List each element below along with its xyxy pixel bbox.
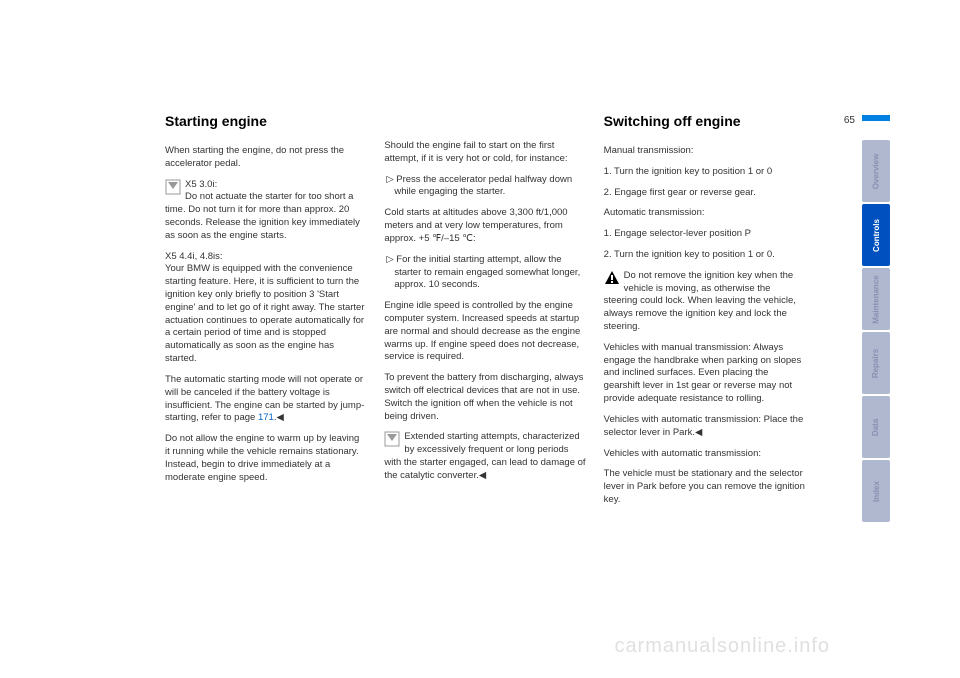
text: X5 3.0i: <box>185 179 217 190</box>
text: Do not remove the ignition key when the … <box>604 270 796 332</box>
text: Do not actuate the starter for too short… <box>165 191 360 240</box>
tab-label: Controls <box>872 219 881 252</box>
text: When starting the engine, do not press t… <box>165 145 366 171</box>
tab-maintenance[interactable]: Maintenance <box>862 268 890 330</box>
text: Vehicles with manual transmission: Alway… <box>604 342 805 406</box>
bullet: ▷ Press the accelerator pedal halfway do… <box>384 174 585 200</box>
note-block: Extended starting attempts, characterize… <box>384 431 585 482</box>
tab-label: Maintenance <box>872 275 881 323</box>
text: X5 4.4i, 4.8is: <box>165 251 223 262</box>
tab-label: Index <box>872 481 881 502</box>
tab-label: Repairs <box>872 348 881 377</box>
column-3: Switching off engine Manual transmission… <box>604 112 805 515</box>
text: Vehicles with automatic transmission: <box>604 448 805 461</box>
column-2: Should the engine fail to start on the f… <box>384 112 585 515</box>
watermark: carmanualsonline.info <box>614 635 830 658</box>
tab-index[interactable]: Index <box>862 460 890 522</box>
tab-controls[interactable]: Controls <box>862 204 890 266</box>
info-icon <box>384 431 400 447</box>
page-number: 65 <box>844 115 855 126</box>
column-1: Starting engine When starting the engine… <box>165 112 366 515</box>
tab-data[interactable]: Data <box>862 396 890 458</box>
note-block: X5 3.0i: Do not actuate the starter for … <box>165 179 366 243</box>
text: Should the engine fail to start on the f… <box>384 140 585 166</box>
header-bar <box>862 115 890 121</box>
list-item: 1. Engage selector-lever position P <box>604 228 805 241</box>
tab-repairs[interactable]: Repairs <box>862 332 890 394</box>
text: Vehicles with automatic transmission: Pl… <box>604 414 805 440</box>
list-item: 2. Turn the ignition key to position 1 o… <box>604 249 805 262</box>
text: X5 4.4i, 4.8is: Your BMW is equipped wit… <box>165 251 366 366</box>
text: Engine idle speed is controlled by the e… <box>384 300 585 364</box>
warning-block: Do not remove the ignition key when the … <box>604 270 805 334</box>
page-link[interactable]: 171 <box>258 412 274 423</box>
tab-overview[interactable]: Overview <box>862 140 890 202</box>
text: Cold starts at altitudes above 3,300 ft/… <box>384 207 585 245</box>
text: Automatic transmission: <box>604 207 805 220</box>
text: Do not allow the engine to warm up by le… <box>165 433 366 484</box>
text: .◀ <box>274 412 284 423</box>
list-item: 2. Engage first gear or reverse gear. <box>604 187 805 200</box>
text: Extended starting attempts, characterize… <box>384 431 585 480</box>
text: Manual transmission: <box>604 145 805 158</box>
text: To prevent the battery from discharging,… <box>384 372 585 423</box>
text: Your BMW is equipped with the convenienc… <box>165 263 365 364</box>
heading-switching: Switching off engine <box>604 112 805 131</box>
tab-label: Overview <box>872 153 881 189</box>
warning-icon <box>604 270 620 286</box>
bullet: ▷ For the initial starting attempt, allo… <box>384 254 585 292</box>
heading-starting: Starting engine <box>165 112 366 131</box>
info-icon <box>165 179 181 195</box>
list-item: 1. Turn the ignition key to position 1 o… <box>604 166 805 179</box>
side-tabs: Overview Controls Maintenance Repairs Da… <box>862 140 890 524</box>
text: The automatic starting mode will not ope… <box>165 374 366 425</box>
text: The vehicle must be stationary and the s… <box>604 468 805 506</box>
tab-label: Data <box>872 418 881 435</box>
